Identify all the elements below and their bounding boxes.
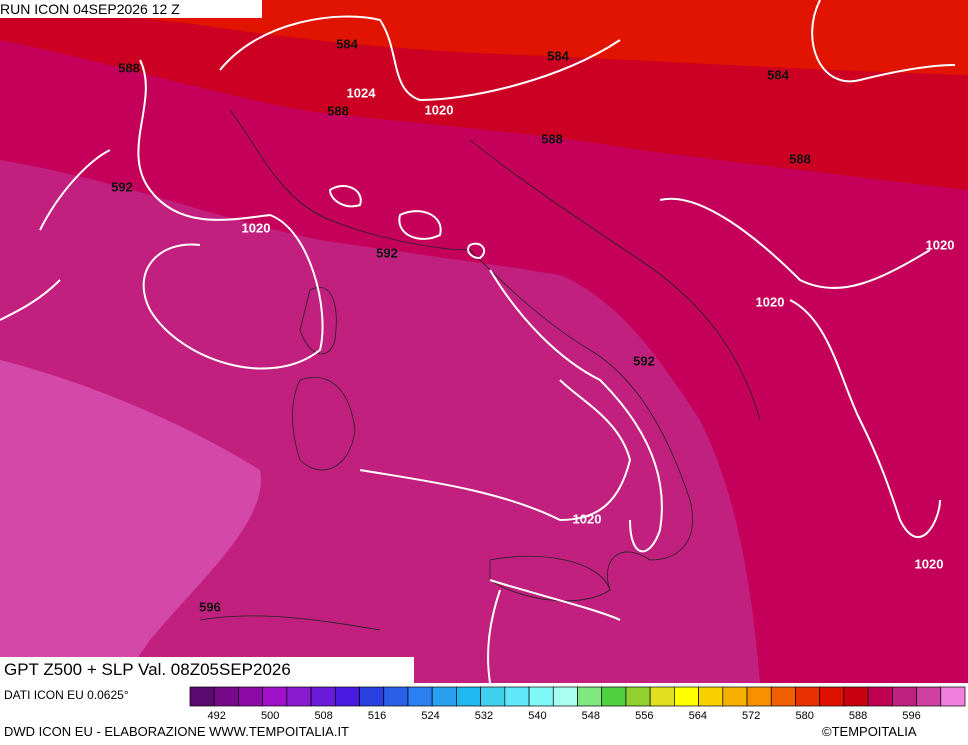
colorbar-swatch bbox=[286, 686, 312, 707]
isobars bbox=[0, 0, 956, 684]
colorbar-swatch bbox=[698, 686, 724, 707]
colorbar-label: 564 bbox=[689, 710, 707, 722]
sardinia bbox=[292, 377, 356, 471]
balkan-coast bbox=[469, 139, 761, 421]
contour-label: 588 bbox=[541, 131, 563, 146]
colorbar-swatch bbox=[601, 686, 627, 707]
colorbar-swatch bbox=[334, 686, 360, 707]
colorbar-swatch bbox=[891, 686, 917, 707]
contour-label: 584 bbox=[547, 48, 569, 63]
contour-label: 592 bbox=[376, 245, 398, 260]
colorbar-swatch bbox=[456, 686, 481, 707]
colorbar-swatch bbox=[383, 686, 409, 707]
colorbar-swatch bbox=[577, 686, 603, 707]
data-source: DATI ICON EU 0.0625° bbox=[4, 688, 129, 702]
contour-label: 1024 bbox=[347, 85, 377, 100]
africa-coast bbox=[199, 615, 381, 631]
colorbar-label: 580 bbox=[795, 710, 813, 722]
colorbar-swatch bbox=[238, 686, 264, 707]
colorbar-swatch bbox=[722, 686, 748, 707]
colorbar-swatch bbox=[528, 686, 554, 707]
contour-label: 1020 bbox=[573, 511, 602, 526]
zone-584 bbox=[0, 0, 968, 75]
product-title: GPT Z500 + SLP Val. 08Z05SEP2026 bbox=[0, 657, 414, 683]
isobar bbox=[219, 0, 956, 102]
contour-label: 584 bbox=[336, 36, 358, 51]
contour-label: 1020 bbox=[756, 294, 785, 309]
contour-label: 1020 bbox=[242, 220, 271, 235]
colorbar-label: 548 bbox=[582, 710, 600, 722]
contour-label: 584 bbox=[767, 67, 789, 82]
contour-label: 596 bbox=[199, 599, 221, 614]
zone-596 bbox=[0, 360, 261, 683]
colorbar-swatch bbox=[213, 686, 239, 707]
colorbar-swatch bbox=[746, 686, 772, 707]
colorbar-swatch bbox=[359, 686, 385, 707]
colorbar-swatch bbox=[625, 686, 651, 707]
contour-label: 592 bbox=[111, 179, 133, 194]
italy-coast bbox=[229, 109, 693, 591]
colorbar-swatch bbox=[843, 686, 869, 707]
colorbar-label: 516 bbox=[368, 710, 386, 722]
colorbar-swatch bbox=[916, 686, 942, 707]
isobar bbox=[328, 185, 486, 260]
colorbar-label: 500 bbox=[261, 710, 279, 722]
colorbar-swatch bbox=[940, 686, 966, 707]
colorbar-swatch bbox=[310, 686, 336, 707]
colorbar-label: 572 bbox=[742, 710, 760, 722]
colorbar-label: 556 bbox=[635, 710, 653, 722]
contour-labels: 588 584 1024 588 1020 584 588 584 588 592 1020 592 1… bbox=[111, 36, 954, 614]
contour-label: 1020 bbox=[915, 556, 944, 571]
coastlines bbox=[199, 109, 761, 631]
contour-label: 592 bbox=[633, 353, 655, 368]
isobar bbox=[137, 59, 324, 370]
isobar bbox=[487, 579, 621, 684]
colorbar-label: 588 bbox=[849, 710, 867, 722]
contour-label: 588 bbox=[789, 151, 811, 166]
run-title: RUN ICON 04SEP2026 12 Z bbox=[0, 0, 262, 18]
contour-label: 1020 bbox=[425, 102, 454, 117]
colorbar-swatch bbox=[795, 686, 821, 707]
isobar bbox=[359, 379, 632, 522]
colorbar-label: 492 bbox=[208, 710, 226, 722]
isobar bbox=[489, 269, 663, 553]
colorbar-swatch bbox=[480, 686, 506, 707]
colorbar-swatch bbox=[674, 686, 699, 707]
sicily bbox=[489, 555, 611, 602]
colorbar-label: 532 bbox=[475, 710, 493, 722]
isobar bbox=[659, 197, 931, 289]
colorbar-swatch bbox=[431, 686, 457, 707]
isobar bbox=[0, 149, 111, 321]
colorbar-swatch bbox=[407, 686, 433, 707]
colorbar-label: 524 bbox=[421, 710, 439, 722]
contour-label: 1020 bbox=[926, 237, 955, 252]
colorbar-swatch bbox=[262, 686, 288, 707]
colorbar: 492 500 508 516 524 532 540 548 556 564 572 580 588 5… bbox=[189, 686, 966, 722]
credit: DWD ICON EU - ELABORAZIONE WWW.TEMPOITAL… bbox=[4, 724, 349, 739]
colorbar-swatch bbox=[189, 686, 215, 707]
copyright: ©TEMPOITALIA bbox=[822, 724, 917, 739]
colorbar-swatch bbox=[770, 686, 796, 707]
colorbar-swatch bbox=[504, 686, 530, 707]
colorbar-swatch bbox=[649, 686, 675, 707]
colorbar-label: 596 bbox=[902, 710, 920, 722]
colorbar-label: 508 bbox=[314, 710, 332, 722]
corsica bbox=[299, 287, 337, 355]
contour-label: 588 bbox=[118, 60, 140, 75]
contour-label: 588 bbox=[327, 103, 349, 118]
colorbar-label: 540 bbox=[528, 710, 546, 722]
isobar bbox=[789, 299, 941, 538]
colorbar-swatch bbox=[867, 686, 893, 707]
colorbar-swatch bbox=[819, 686, 845, 707]
colorbar-swatch bbox=[552, 686, 578, 707]
